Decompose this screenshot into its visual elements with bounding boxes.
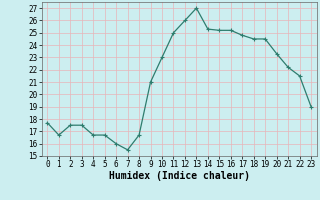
X-axis label: Humidex (Indice chaleur): Humidex (Indice chaleur) [109, 171, 250, 181]
